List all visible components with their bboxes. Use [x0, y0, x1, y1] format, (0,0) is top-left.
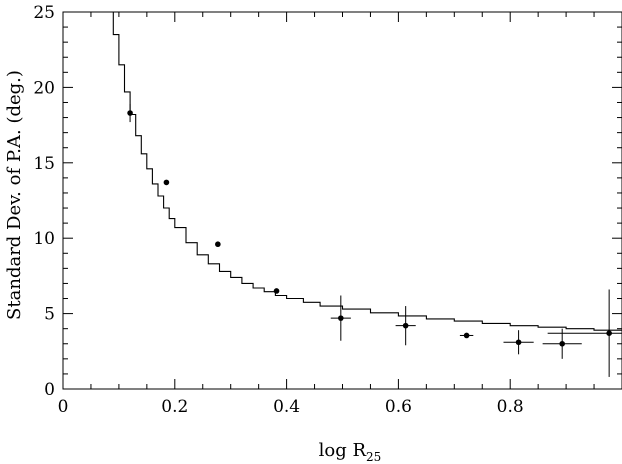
x-axis: 0 0.2 0.4 0.6 0.8	[58, 12, 595, 417]
x-tick-label: 0.8	[497, 397, 524, 417]
data-point	[127, 103, 133, 123]
data-point-marker	[606, 330, 612, 337]
y-axis-label: Standard Dev. of P.A. (deg.)	[4, 70, 25, 320]
x-tick-label: 0.6	[385, 397, 412, 417]
y-tick-label: 5	[44, 305, 55, 325]
x-axis-label-main: log R	[319, 440, 367, 461]
data-point	[459, 332, 474, 339]
data-point	[330, 295, 351, 341]
data-point	[542, 328, 582, 359]
data-points-layer	[127, 103, 622, 377]
x-tick-label: 0.4	[273, 397, 300, 417]
data-point-marker	[402, 322, 409, 329]
y-axis: 0 5 10 15 20 25	[33, 3, 622, 400]
plot-frame	[62, 11, 622, 390]
y-tick-label: 20	[33, 78, 55, 98]
data-point	[273, 288, 280, 294]
data-point-marker	[273, 288, 280, 294]
data-point	[163, 179, 170, 186]
data-point-marker	[127, 110, 133, 116]
data-point-marker	[559, 340, 565, 347]
data-point	[215, 241, 221, 248]
data-point	[395, 306, 416, 346]
data-point-marker	[515, 339, 522, 346]
x-axis-label: log R25	[319, 440, 382, 464]
y-tick-label: 10	[33, 229, 55, 249]
x-tick-label: 0	[58, 397, 69, 417]
data-point-marker	[463, 332, 470, 339]
data-point	[547, 289, 622, 377]
data-point	[503, 330, 534, 355]
data-point-marker	[338, 315, 344, 321]
model-curve-layer	[108, 12, 622, 331]
y-tick-label: 25	[33, 3, 55, 23]
data-point-marker	[215, 241, 221, 248]
x-tick-label: 0.2	[161, 397, 188, 417]
data-point-marker	[163, 179, 170, 186]
x-axis-label-subscript: 25	[366, 450, 381, 464]
y-tick-label: 15	[33, 154, 55, 174]
y-tick-label: 0	[44, 380, 55, 400]
model-curve	[108, 12, 622, 331]
